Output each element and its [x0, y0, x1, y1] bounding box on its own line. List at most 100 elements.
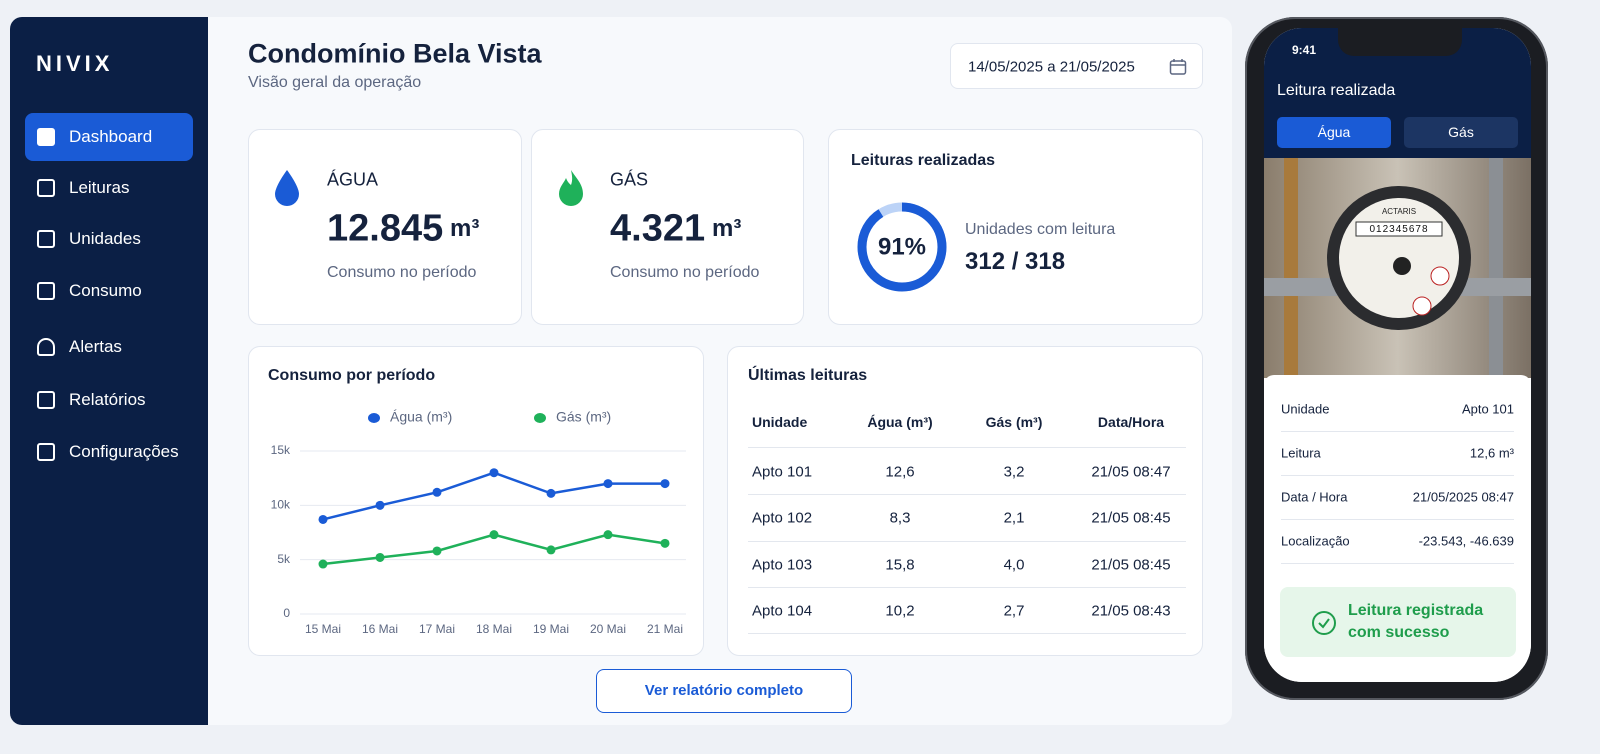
phone-time: 9:41 — [1292, 43, 1317, 57]
table-cell: 10,2 — [885, 602, 915, 620]
calendar-icon — [1169, 59, 1187, 75]
y-tick-label: 5k — [277, 552, 291, 566]
x-tick-label: 17 Mai — [419, 622, 455, 636]
table-cell: Apto 103 — [752, 556, 813, 574]
date-picker[interactable]: 14/05/2025 a 21/05/2025 — [950, 43, 1203, 89]
table-cell: 4,0 — [1003, 556, 1025, 574]
menu-item[interactable]: Consumo — [69, 281, 142, 300]
legend-label: Gás (m³) — [556, 409, 611, 425]
date-range: 14/05/2025 a 21/05/2025 — [968, 58, 1135, 76]
data-point — [546, 488, 556, 498]
menu-item[interactable]: Relatórios — [69, 390, 146, 409]
data-point — [489, 530, 499, 540]
detail-label: Localização — [1281, 533, 1350, 549]
success-text: com sucesso — [1348, 624, 1450, 641]
legend-marker — [534, 413, 546, 423]
data-point — [375, 552, 385, 562]
data-point — [318, 514, 328, 524]
card-caption: Consumo no período — [610, 264, 760, 281]
table-separator — [748, 447, 1186, 448]
card-label: ÁGUA — [327, 169, 379, 190]
detail-value: 21/05/2025 08:47 — [1412, 489, 1514, 505]
meter-photo: ACTARIS 012345678 — [1264, 158, 1531, 378]
table-header: Água (m³) — [867, 414, 933, 430]
table-header: Gás (m³) — [985, 414, 1043, 430]
card-unit: m³ — [450, 215, 480, 242]
table-separator — [748, 541, 1186, 542]
phone-tab[interactable]: Gás — [1404, 117, 1518, 148]
data-point — [432, 546, 442, 556]
detail-label: Unidade — [1281, 401, 1330, 417]
table-cell: Apto 101 — [752, 463, 813, 481]
table-cell: 12,6 — [885, 463, 915, 481]
phone-title: Leitura realizada — [1277, 82, 1396, 99]
table-cell: 2,1 — [1003, 509, 1025, 527]
check-icon — [1312, 611, 1336, 635]
menu-item[interactable]: Leituras — [69, 178, 130, 197]
data-point — [318, 559, 328, 569]
table-cell: Apto 104 — [752, 602, 813, 620]
y-tick-label: 0 — [283, 606, 290, 620]
table-cell: 21/05 08:45 — [1091, 509, 1171, 527]
detail-separator — [1281, 475, 1514, 476]
success-text: Leitura registrada — [1348, 602, 1484, 619]
table-separator — [748, 587, 1186, 588]
menu-item[interactable]: Unidades — [69, 229, 141, 248]
menu-icon — [37, 282, 55, 300]
card-value: 12.845 — [327, 207, 444, 250]
table-separator — [748, 494, 1186, 495]
detail-separator — [1281, 431, 1514, 432]
table-separator — [748, 633, 1186, 634]
success-box — [1280, 587, 1516, 657]
flame-icon — [559, 170, 583, 206]
phone-tab[interactable]: Água — [1277, 117, 1391, 148]
detail-separator — [1281, 563, 1514, 564]
menu-icon — [37, 128, 55, 146]
x-tick-label: 16 Mai — [362, 622, 398, 636]
x-tick-label: 18 Mai — [476, 622, 512, 636]
detail-value: Apto 101 — [1461, 401, 1514, 417]
detail-value: 12,6 m³ — [1469, 445, 1514, 461]
menu-item[interactable]: Dashboard — [69, 127, 153, 146]
y-tick-label: 10k — [271, 498, 291, 512]
table-cell: 2,7 — [1003, 602, 1025, 620]
donut-arc — [857, 202, 947, 292]
meter-reading: 012345678 — [1369, 224, 1428, 235]
menu-icon — [37, 391, 55, 409]
data-point — [489, 468, 499, 478]
menu-item[interactable]: Configurações — [69, 442, 179, 461]
logo: NIVIX — [36, 51, 114, 76]
data-point — [375, 500, 385, 510]
menu-item[interactable]: Alertas — [69, 337, 122, 356]
table-header: Data/Hora — [1097, 414, 1165, 430]
table-cell: 21/05 08:45 — [1091, 556, 1171, 574]
series-line — [322, 471, 665, 521]
readings-caption: Unidades com leitura — [965, 221, 1116, 238]
donut: 91% — [857, 202, 947, 292]
data-point — [660, 479, 670, 489]
legend-marker — [368, 413, 380, 423]
table-cell: 15,8 — [885, 556, 915, 574]
donut-label: 91% — [878, 233, 926, 260]
table-cell: 21/05 08:43 — [1091, 602, 1171, 620]
report-button[interactable]: Ver relatório completo — [596, 669, 852, 713]
data-point — [603, 530, 613, 540]
detail-value: -23.543, -46.639 — [1418, 533, 1514, 549]
line-chart: Consumo por período 0 5k 10k 15k 15 Mai 16 Mai… — [268, 367, 686, 636]
meter-brand: ACTARIS — [1382, 207, 1416, 216]
card-value: 4.321 — [610, 207, 706, 250]
drop-icon — [275, 170, 299, 206]
y-tick-label: 15k — [271, 443, 291, 457]
gas-card — [531, 129, 804, 325]
phone-notch — [1338, 28, 1462, 56]
page-subtitle: Visão geral da operação — [248, 74, 422, 91]
card-unit: m³ — [712, 215, 742, 242]
chart-card — [248, 346, 704, 656]
readings-card — [828, 129, 1203, 325]
table-cell: 3,2 — [1003, 463, 1025, 481]
data-point — [546, 545, 556, 555]
x-tick-label: 20 Mai — [590, 622, 626, 636]
table-title: Últimas leituras — [748, 367, 868, 384]
chart-title: Consumo por período — [268, 367, 435, 384]
